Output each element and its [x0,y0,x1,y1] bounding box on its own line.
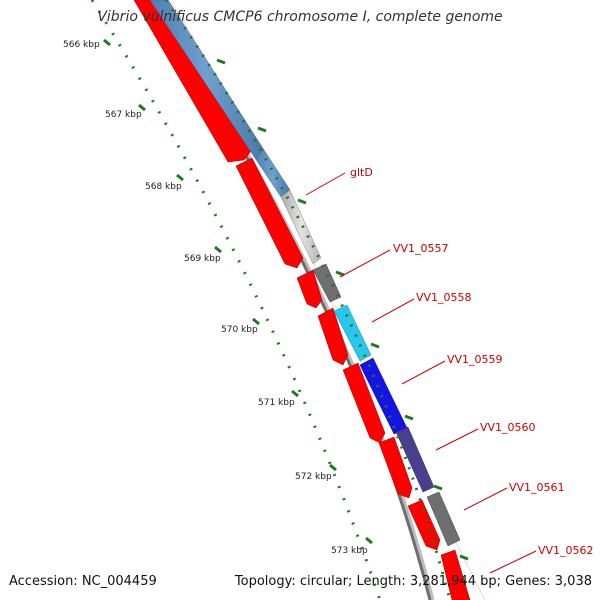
cds-block [342,362,386,444]
ruler-label: 570 kbp [221,325,258,335]
gene-label-VV1_0560[interactable]: VV1_0560 [480,421,536,434]
cds-block [426,491,461,547]
ruler-label: 573 kbp [331,546,368,556]
cds-track-outer [149,0,461,547]
ruler-labels: 566 kbp 567 kbp 568 kbp 569 kbp 570 kbp … [63,40,368,556]
gene-label-VV1_0558[interactable]: VV1_0558 [416,291,472,304]
topology-text: Topology: circular; Length: 3,281,944 bp… [234,574,592,589]
ruler-label: 569 kbp [184,254,221,264]
gene-label-VV1_0561[interactable]: VV1_0561 [509,481,565,494]
gene-label-gltD[interactable]: gltD [350,166,373,179]
cds-block [317,307,349,366]
accession-text: Accession: NC_004459 [9,574,157,589]
gene-label-VV1_0559[interactable]: VV1_0559 [447,353,503,366]
ruler-label: 567 kbp [105,110,142,120]
gene-label-VV1_0557[interactable]: VV1_0557 [393,242,449,255]
cds-block [407,499,441,551]
ruler-label: 571 kbp [258,398,295,408]
ruler-inner [90,0,382,600]
gene-label-VV1_0562[interactable]: VV1_0562 [538,544,594,557]
gene-label-leaders [305,172,537,574]
cds-block [235,157,304,269]
cds-block [133,0,253,163]
ruler-label: 566 kbp [63,40,100,50]
cds-block [378,436,413,499]
ruler-outer [164,0,452,600]
cds-block [440,549,471,600]
cds-block [333,304,372,362]
ruler-inner-majors [103,38,373,545]
cds-block [296,269,323,309]
cds-block [280,189,322,265]
gene-labels: gltD VV1_0557 VV1_0558 VV1_0559 VV1_0560… [350,166,594,557]
map-title: Vibrio vulnificus CMCP6 chromosome I, co… [97,9,503,25]
ruler-label: 572 kbp [295,472,332,482]
ruler-outer-majors [216,58,469,561]
ruler-label: 568 kbp [145,182,182,192]
cds-track-inner [133,0,471,600]
